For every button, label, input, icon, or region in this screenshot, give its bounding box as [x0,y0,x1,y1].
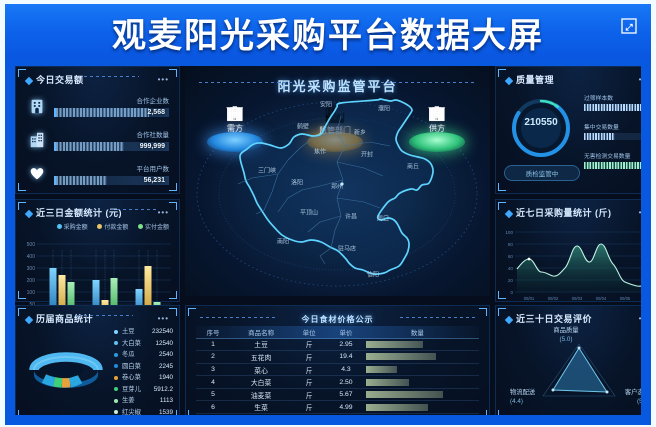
svg-text:05/04: 05/04 [596,296,607,301]
svg-text:500: 500 [27,242,36,248]
svg-text:20: 20 [508,278,514,283]
svg-text:100: 100 [505,230,513,235]
svg-text:⤢: ⤢ [624,22,632,32]
svg-text:05/03: 05/03 [572,296,583,301]
svg-text:0: 0 [510,290,513,295]
svg-text:60: 60 [508,254,514,259]
svg-text:05/02: 05/02 [548,296,559,301]
svg-text:40: 40 [508,266,514,271]
svg-text:300: 300 [27,266,36,272]
svg-text:400: 400 [27,254,36,260]
svg-text:200: 200 [27,278,36,284]
svg-text:100: 100 [27,290,36,296]
svg-text:05/01: 05/01 [524,296,535,301]
svg-text:05/05: 05/05 [620,296,631,301]
svg-text:80: 80 [508,242,514,247]
